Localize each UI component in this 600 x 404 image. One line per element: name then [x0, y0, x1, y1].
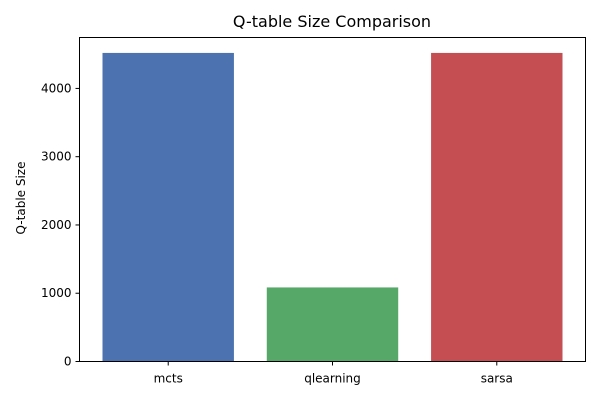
y-axis-label: Q-table Size	[14, 162, 28, 235]
chart-title: Q-table Size Comparison	[233, 12, 431, 31]
plot-frame	[79, 37, 586, 362]
y-tick-label: 4000	[41, 81, 72, 95]
y-tick-label: 1000	[41, 286, 72, 300]
bar-mcts	[102, 52, 234, 362]
y-tick-label: 2000	[41, 218, 72, 232]
x-axis-ticks: mcts qlearning sarsa	[154, 361, 513, 386]
x-tick-label: qlearning	[304, 372, 361, 386]
bar-qlearning	[266, 287, 399, 362]
x-tick-label: mcts	[154, 372, 183, 386]
bars-group	[102, 52, 563, 362]
y-axis-ticks: 0 1000 2000 3000 4000	[41, 81, 80, 369]
bar-sarsa	[431, 52, 563, 362]
x-tick-label: sarsa	[481, 372, 513, 386]
y-tick-label: 3000	[41, 150, 72, 164]
y-tick-label: 0	[64, 355, 72, 369]
